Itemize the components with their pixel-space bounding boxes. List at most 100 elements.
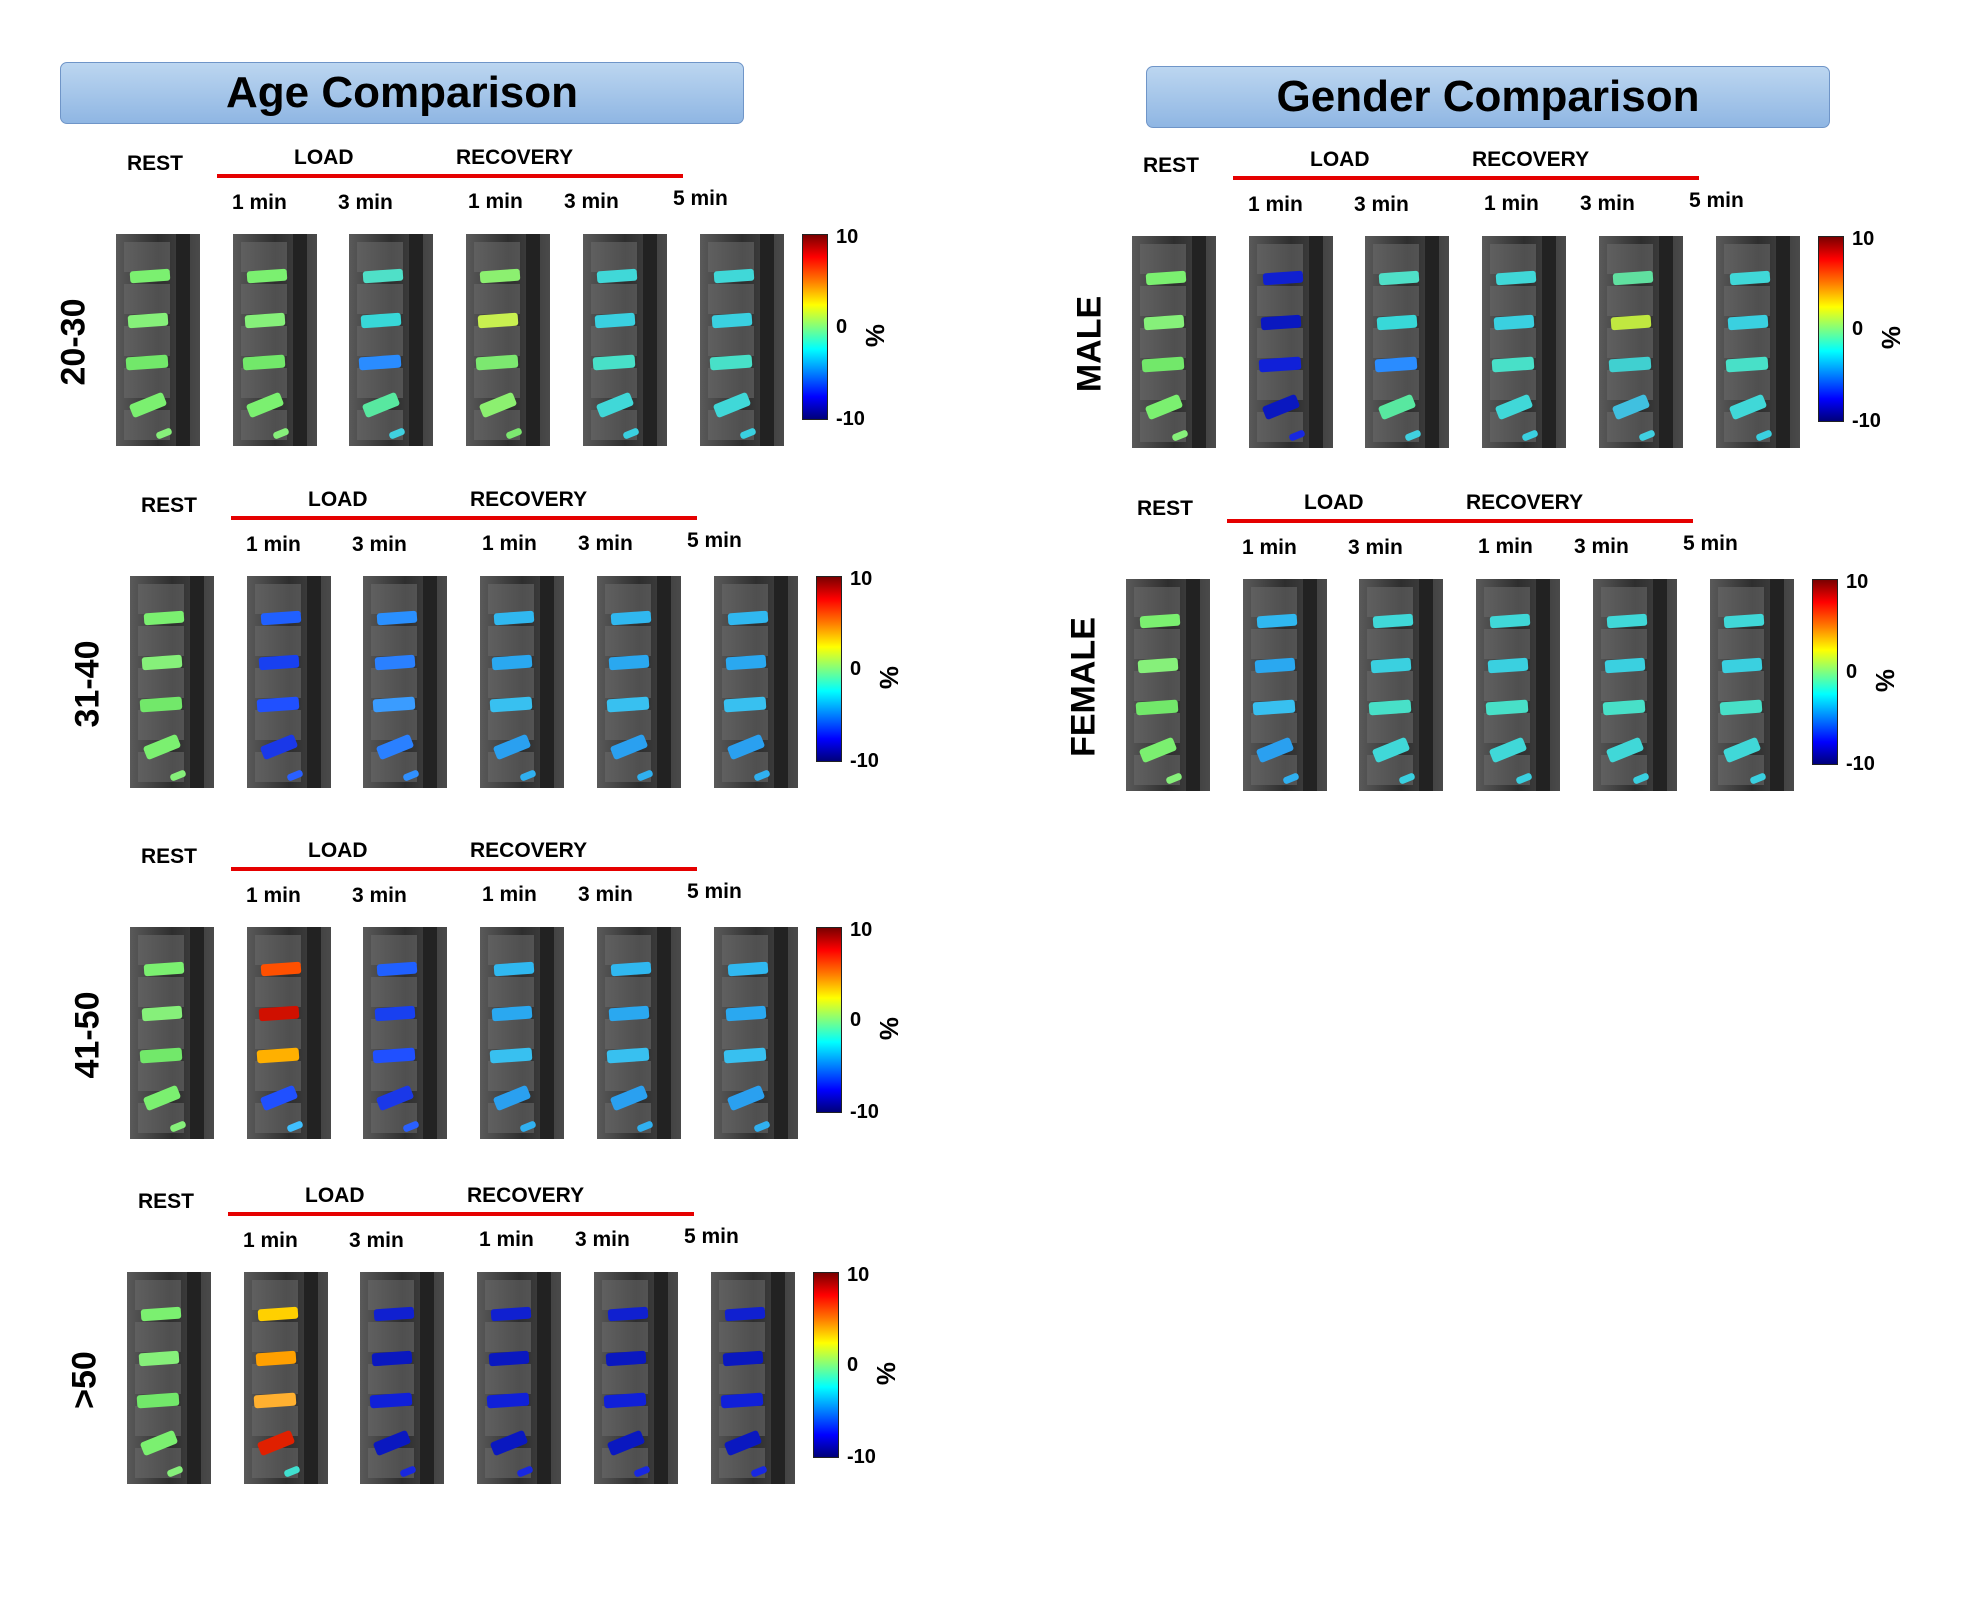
- age_rows-0-row-label: 20-30: [54, 298, 93, 386]
- gender_rows-1-recovery-label: RECOVERY: [1466, 491, 1584, 514]
- gender_rows-1-mri-image-6: [1710, 579, 1794, 791]
- gender_rows-0-mri-image-1: [1132, 236, 1216, 448]
- age_rows-0-load-1min: 1 min: [232, 191, 287, 214]
- age_rows-1-row-label: 31-40: [68, 640, 107, 728]
- gender_rows-1-colorbar-mid: 0: [1846, 661, 1858, 683]
- age_rows-2-rec-1min: 1 min: [482, 883, 537, 906]
- age_rows-1-mri-image-3: [363, 576, 447, 788]
- gender-comparison-title: Gender Comparison: [1146, 66, 1830, 128]
- age_rows-1-mri-image-1: [130, 576, 214, 788]
- gender_rows-1-load-line: [1227, 519, 1423, 523]
- age_rows-1-colorbar-mid: 0: [850, 658, 862, 680]
- gender_rows-0-recovery-line: [1429, 176, 1699, 180]
- age_rows-3-load-3min: 3 min: [349, 1229, 404, 1252]
- age_rows-0-recovery-line: [413, 174, 683, 178]
- gender_rows-1-mri-image-5: [1593, 579, 1677, 791]
- age_rows-1-colorbar-max: 10: [850, 568, 873, 590]
- age_rows-2-recovery-line: [427, 867, 697, 871]
- gender_rows-1-colorbar-min: -10: [1846, 753, 1875, 775]
- age_rows-0-colorbar-max: 10: [836, 226, 859, 248]
- age_rows-3-colorbar-mid: 0: [847, 1354, 859, 1376]
- age_rows-1-load-label: LOAD: [308, 488, 368, 511]
- gender_rows-0-colorbar-min: -10: [1852, 410, 1881, 432]
- age_rows-2-mri-image-3: [363, 927, 447, 1139]
- age_rows-3-colorbar-unit: %: [871, 1361, 902, 1386]
- age_rows-2-recovery-label: RECOVERY: [470, 839, 588, 862]
- age_rows-0-rec-1min: 1 min: [468, 190, 523, 213]
- age_rows-1-rec-5min: 5 min: [687, 529, 742, 552]
- gender_rows-1-rec-5min: 5 min: [1683, 532, 1738, 555]
- age_rows-0-mri-image-4: [466, 234, 550, 446]
- gender_rows-1-rec-1min: 1 min: [1478, 535, 1533, 558]
- age_rows-1-load-3min: 3 min: [352, 533, 407, 556]
- age_rows-3-mri-image-1: [127, 1272, 211, 1484]
- age_rows-3-rec-1min: 1 min: [479, 1228, 534, 1251]
- gender_rows-1-colorbar: [1812, 579, 1838, 765]
- age_rows-1-colorbar-unit: %: [874, 665, 905, 690]
- age_rows-1-rec-1min: 1 min: [482, 532, 537, 555]
- age_rows-2-mri-image-4: [480, 927, 564, 1139]
- gender_rows-0-mri-image-3: [1365, 236, 1449, 448]
- gender_rows-0-mri-image-6: [1716, 236, 1800, 448]
- age_rows-2-load-label: LOAD: [308, 839, 368, 862]
- age_rows-1-mri-image-5: [597, 576, 681, 788]
- age_rows-1-rest-label: REST: [141, 494, 198, 517]
- age_rows-3-rest-label: REST: [138, 1190, 195, 1213]
- age_rows-2-load-line: [231, 867, 427, 871]
- age_rows-1-recovery-label: RECOVERY: [470, 488, 588, 511]
- age_rows-3-recovery-label: RECOVERY: [467, 1184, 585, 1207]
- age_rows-2-mri-image-5: [597, 927, 681, 1139]
- age_rows-0-load-line: [217, 174, 413, 178]
- age_rows-2-mri-image-2: [247, 927, 331, 1139]
- age_rows-3-mri-image-4: [477, 1272, 561, 1484]
- age_rows-2-mri-image-1: [130, 927, 214, 1139]
- age_rows-1-mri-image-2: [247, 576, 331, 788]
- gender_rows-0-recovery-label: RECOVERY: [1472, 148, 1590, 171]
- age_rows-0-rec-5min: 5 min: [673, 187, 728, 210]
- age_rows-2-rec-5min: 5 min: [687, 880, 742, 903]
- age_rows-0-colorbar-unit: %: [860, 323, 891, 348]
- age_rows-2-colorbar-unit: %: [874, 1016, 905, 1041]
- gender_rows-1-mri-image-3: [1359, 579, 1443, 791]
- gender_rows-0-rest-label: REST: [1143, 154, 1200, 177]
- gender_rows-1-load-3min: 3 min: [1348, 536, 1403, 559]
- age_rows-3-rec-5min: 5 min: [684, 1225, 739, 1248]
- age_rows-3-recovery-line: [424, 1212, 694, 1216]
- age_rows-3-rec-3min: 3 min: [575, 1228, 630, 1251]
- age_rows-2-load-3min: 3 min: [352, 884, 407, 907]
- age_rows-0-mri-image-6: [700, 234, 784, 446]
- gender_rows-1-colorbar-max: 10: [1846, 571, 1869, 593]
- age_rows-0-load-3min: 3 min: [338, 191, 393, 214]
- gender_rows-0-rec-5min: 5 min: [1689, 189, 1744, 212]
- age_rows-2-colorbar-min: -10: [850, 1101, 879, 1123]
- age_rows-0-rest-label: REST: [127, 152, 184, 175]
- age_rows-2-load-1min: 1 min: [246, 884, 301, 907]
- age_rows-1-colorbar-min: -10: [850, 750, 879, 772]
- age_rows-0-recovery-label: RECOVERY: [456, 146, 574, 169]
- age_rows-3-row-label: >50: [65, 1351, 104, 1409]
- gender_rows-0-mri-image-5: [1599, 236, 1683, 448]
- age_rows-0-mri-image-5: [583, 234, 667, 446]
- age_rows-2-colorbar-max: 10: [850, 919, 873, 941]
- age_rows-3-mri-image-5: [594, 1272, 678, 1484]
- age_rows-0-mri-image-1: [116, 234, 200, 446]
- age_rows-3-load-line: [228, 1212, 424, 1216]
- age_rows-3-colorbar-max: 10: [847, 1264, 870, 1286]
- age_rows-1-load-1min: 1 min: [246, 533, 301, 556]
- gender_rows-0-row-label: MALE: [1070, 295, 1109, 393]
- age_rows-2-colorbar-mid: 0: [850, 1009, 862, 1031]
- age_rows-2-row-label: 41-50: [68, 991, 107, 1079]
- age_rows-0-mri-image-3: [349, 234, 433, 446]
- age_rows-1-mri-image-4: [480, 576, 564, 788]
- age_rows-0-colorbar-mid: 0: [836, 316, 848, 338]
- gender_rows-0-load-line: [1233, 176, 1429, 180]
- gender_rows-0-colorbar-mid: 0: [1852, 318, 1864, 340]
- age_rows-2-rec-3min: 3 min: [578, 883, 633, 906]
- gender_rows-0-colorbar: [1818, 236, 1844, 422]
- age_rows-2-rest-label: REST: [141, 845, 198, 868]
- age-comparison-title: Age Comparison: [60, 62, 744, 124]
- gender_rows-1-mri-image-4: [1476, 579, 1560, 791]
- age_rows-0-rec-3min: 3 min: [564, 190, 619, 213]
- age_rows-3-colorbar-min: -10: [847, 1446, 876, 1468]
- age_rows-1-mri-image-6: [714, 576, 798, 788]
